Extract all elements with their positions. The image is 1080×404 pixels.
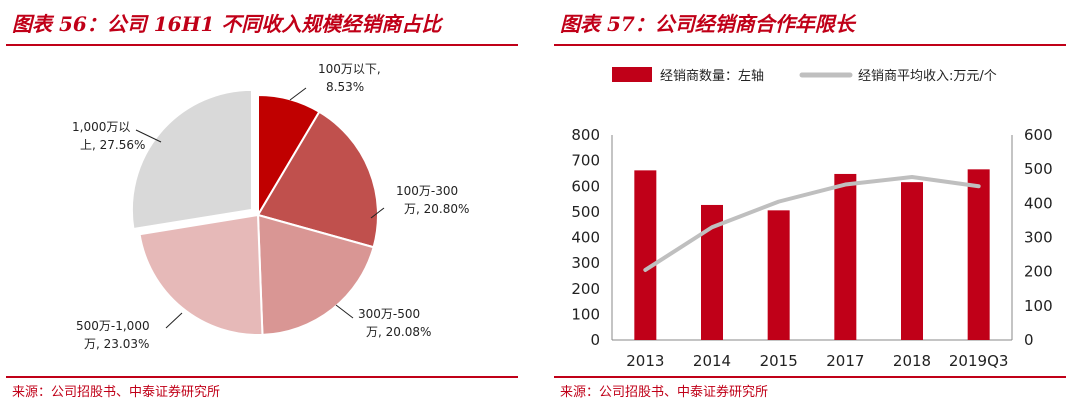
bar bbox=[967, 169, 990, 340]
legend-line-label: 经销商平均收入:万元/个 bbox=[858, 69, 997, 84]
pie-title-rule bbox=[6, 44, 518, 46]
x-tick-label: 2019Q3 bbox=[949, 352, 1009, 370]
pie-slice-label: 300万-500 bbox=[358, 307, 420, 321]
bar bbox=[834, 173, 857, 340]
pie-slice-value: 万, 20.08% bbox=[366, 325, 431, 339]
x-tick-label: 2013 bbox=[626, 352, 664, 370]
bar-source-rule bbox=[554, 376, 1066, 378]
pie-leader-line bbox=[165, 312, 183, 329]
y-left-tick-label: 300 bbox=[571, 254, 600, 272]
y-right-tick-label: 300 bbox=[1024, 229, 1053, 247]
pie-leader-line bbox=[135, 129, 162, 143]
bar bbox=[701, 204, 723, 340]
bar bbox=[901, 182, 923, 340]
y-right-tick-label: 600 bbox=[1024, 126, 1053, 144]
y-right-tick-label: 0 bbox=[1024, 331, 1034, 349]
legend-bar-label: 经销商数量：左轴 bbox=[660, 69, 764, 84]
pie-slice-value: 万, 20.80% bbox=[404, 202, 469, 216]
pie-slice-label: 100万-300 bbox=[396, 184, 458, 198]
pie-slice-label: 100万以下, bbox=[318, 62, 381, 76]
legend-bar-swatch bbox=[612, 67, 652, 82]
y-left-tick-label: 100 bbox=[571, 305, 600, 323]
pie-leader-line bbox=[335, 304, 354, 319]
y-right-tick-label: 400 bbox=[1024, 194, 1053, 212]
bar-source: 来源：公司招股书、中泰证券研究所 bbox=[560, 385, 769, 400]
pie-slice bbox=[130, 88, 253, 231]
y-right-tick-label: 100 bbox=[1024, 297, 1053, 315]
pie-slice-label: 500万-1,000 bbox=[76, 319, 150, 333]
pie-slice-label: 1,000万以 bbox=[72, 120, 130, 134]
pie-slice-value: 万, 23.03% bbox=[84, 337, 149, 351]
pie-chart: 100万以下, 8.53% 100万-300 万, 20.80% 300万-500 万, … bbox=[72, 62, 469, 351]
bar-line-chart: 0 100 200 300 400 500 600 700 800 0 100 200 300 400 50… bbox=[571, 67, 1053, 370]
y-left-tick-label: 200 bbox=[571, 280, 600, 298]
y-left-tick-label: 400 bbox=[571, 229, 600, 247]
bar-title-rule bbox=[554, 44, 1066, 46]
y-left-tick-label: 700 bbox=[571, 152, 600, 170]
pie-panel: 图表 56：公司 16H1 不同收入规模经销商占比 100万以下, 8.53% 10… bbox=[6, 0, 526, 404]
y-left-tick-label: 600 bbox=[571, 177, 600, 195]
pie-source-rule bbox=[6, 376, 518, 378]
bar-chart-title: 图表 57：公司经销商合作年限长 bbox=[560, 12, 855, 36]
bar bbox=[767, 210, 790, 340]
x-tick-label: 2014 bbox=[693, 352, 731, 370]
pie-slice bbox=[138, 213, 264, 336]
y-right-tick-label: 200 bbox=[1024, 263, 1053, 281]
bar-panel: 图表 57：公司经销商合作年限长 0 100 200 300 400 500 600 700 8… bbox=[554, 0, 1074, 404]
x-tick-label: 2015 bbox=[760, 352, 798, 370]
bar bbox=[634, 170, 657, 340]
y-left-tick-label: 0 bbox=[590, 331, 600, 349]
x-tick-label: 2017 bbox=[826, 352, 864, 370]
pie-chart-title: 图表 56：公司 16H1 不同收入规模经销商占比 bbox=[12, 12, 442, 36]
pie-slice-value: 8.53% bbox=[326, 80, 364, 94]
pie-slice-value: 上, 27.56% bbox=[80, 138, 145, 152]
pie-leader-line bbox=[289, 87, 307, 101]
pie-slice bbox=[256, 213, 375, 336]
y-left-tick-label: 500 bbox=[571, 203, 600, 221]
x-tick-label: 2018 bbox=[893, 352, 931, 370]
pie-slice bbox=[256, 110, 379, 249]
pie-leader-line bbox=[370, 207, 385, 219]
pie-source: 来源：公司招股书、中泰证券研究所 bbox=[12, 385, 221, 400]
y-left-tick-label: 800 bbox=[571, 126, 600, 144]
line-series bbox=[643, 175, 981, 272]
y-right-tick-label: 500 bbox=[1024, 160, 1053, 178]
